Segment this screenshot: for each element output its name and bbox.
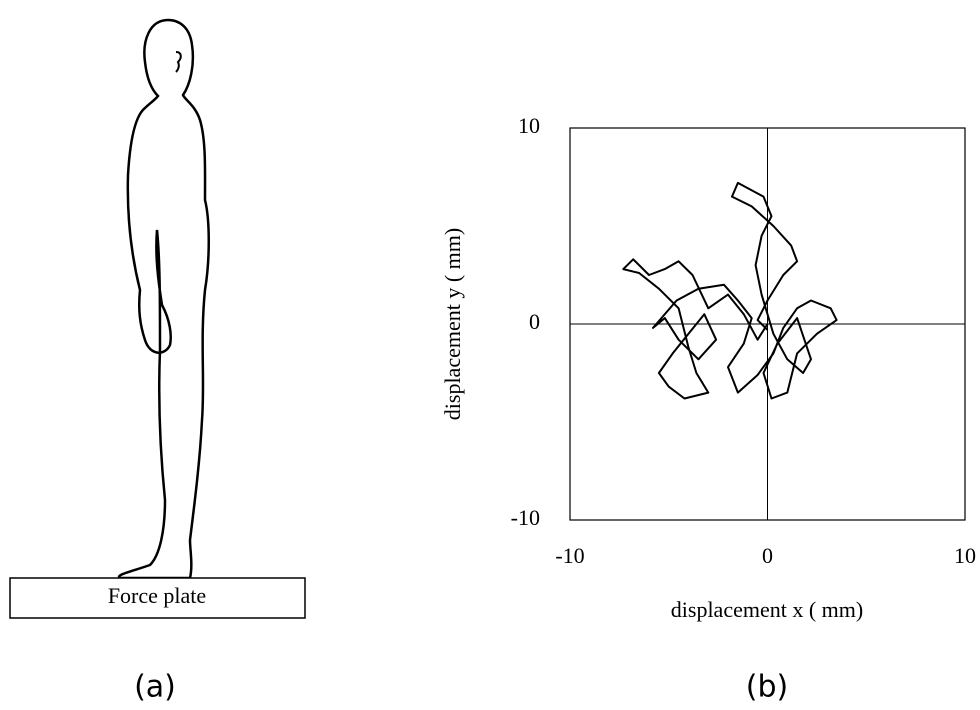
y-tick-label: -10 [511,505,540,530]
ear [175,51,182,73]
y-tick-label: 0 [529,309,540,334]
y-tick-label: 10 [518,113,540,138]
x-tick-label: 0 [762,543,773,568]
panel-caption: (b) [746,670,788,705]
panel-caption: (a) [134,670,176,705]
human-figure [117,18,210,580]
trajectory [622,181,838,400]
x-axis-label: displacement x ( mm) [671,597,863,622]
x-tick-label: -10 [555,543,584,568]
force-plate-label: Force plate [108,583,206,608]
x-tick-label: 10 [954,543,976,568]
y-axis-label: displacement y ( mm) [440,228,465,420]
force-plate [9,577,306,619]
